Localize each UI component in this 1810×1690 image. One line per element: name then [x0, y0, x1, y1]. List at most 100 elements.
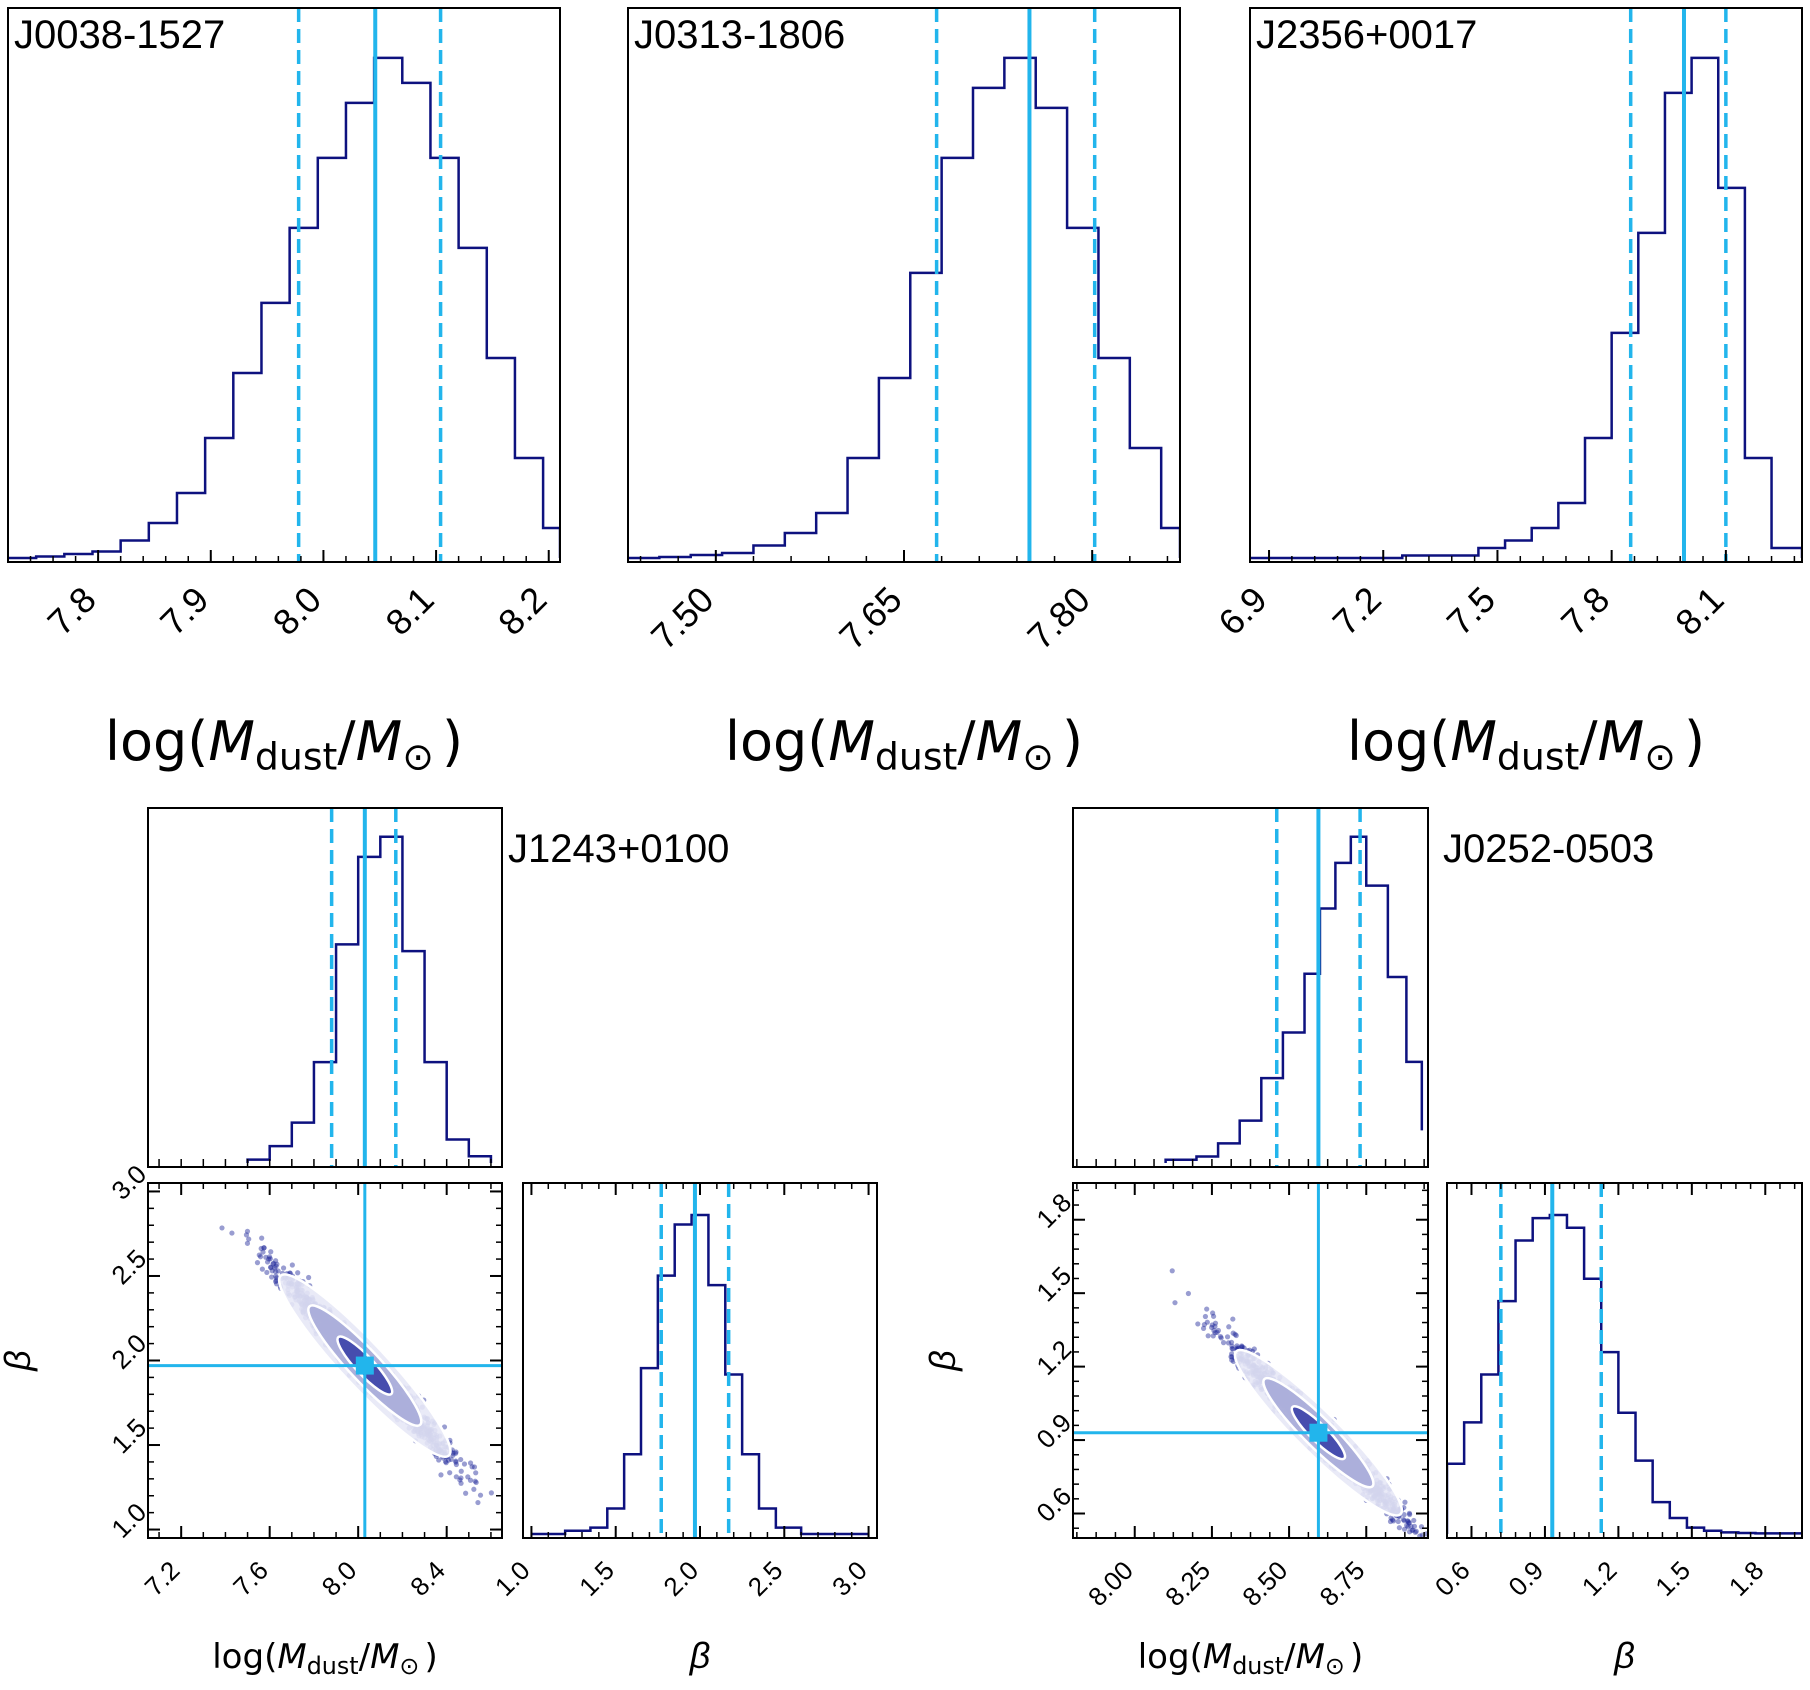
sample-point: [1210, 1333, 1216, 1339]
sample-point: [467, 1477, 474, 1483]
y-tick-label: 3.0: [105, 1159, 152, 1206]
x-tick-label: 7.8: [39, 579, 103, 643]
x-tick-label: 6.9: [1210, 579, 1274, 643]
x-tick-label: 2.5: [742, 1555, 789, 1602]
panel-title: J2356+0017: [1256, 13, 1477, 57]
sample-point: [450, 1450, 456, 1456]
histogram-step: [246, 835, 493, 1163]
sample-point: [1218, 1335, 1224, 1341]
x-tick-label: 1.2: [1576, 1555, 1623, 1602]
sample-point: [273, 1258, 279, 1264]
x-axis-label-sub: dust: [255, 735, 337, 779]
x-tick-label: 8.50: [1236, 1555, 1293, 1612]
sample-point: [1169, 1268, 1175, 1274]
x-axis-label-sub: dust: [1497, 735, 1579, 779]
sample-point: [1433, 1552, 1438, 1557]
sample-point: [1417, 1533, 1423, 1538]
x-tick-label: 8.2: [490, 579, 554, 643]
sample-point: [1212, 1320, 1219, 1326]
x-tick-label: 7.50: [643, 579, 722, 658]
x-axis-label-var2: M: [1296, 1637, 1325, 1677]
sample-point: [458, 1475, 464, 1481]
x-tick-label: 8.1: [1667, 579, 1731, 643]
sample-point: [1210, 1310, 1216, 1316]
sample-point: [1405, 1518, 1411, 1524]
sample-point: [1389, 1517, 1396, 1523]
sample-point: [243, 1232, 250, 1238]
sample-point: [1195, 1321, 1201, 1327]
y-tick-label: 0.6: [1030, 1481, 1077, 1528]
sample-point: [463, 1490, 469, 1496]
sample-point: [1430, 1543, 1435, 1548]
x-axis-label-var: M: [1450, 710, 1497, 773]
x-tick-label: 1.8: [1723, 1555, 1770, 1602]
panel-frame: [627, 7, 1181, 563]
sample-point: [1202, 1313, 1209, 1320]
x-tick-label: 1.0: [489, 1555, 536, 1602]
sample-point: [268, 1249, 274, 1255]
x-axis-label-slash: /: [1284, 1637, 1296, 1677]
sample-point: [1239, 1344, 1245, 1350]
median-marker: [1309, 1423, 1328, 1442]
sample-point: [1437, 1558, 1442, 1563]
sample-point: [1401, 1526, 1408, 1532]
x-tick-label: 7.9: [152, 579, 216, 643]
x-tick-label: 7.65: [831, 579, 910, 658]
y-tick-label: 1.0: [105, 1497, 152, 1544]
sample-point: [450, 1452, 456, 1458]
x-axis-label: log(Mdust/M⊙): [1138, 1637, 1364, 1680]
x-axis-label-close: ): [424, 1637, 437, 1677]
sample-point: [267, 1256, 273, 1262]
sample-point: [272, 1265, 278, 1271]
x-tick-label: 8.0: [265, 579, 329, 643]
x-axis-label: log(Mdust/M⊙): [725, 710, 1083, 779]
sample-point: [1388, 1515, 1394, 1521]
x-tick-label: 0.6: [1429, 1555, 1476, 1602]
sample-point: [1172, 1300, 1178, 1306]
sample-point: [488, 1490, 494, 1496]
histogram-step: [531, 1213, 869, 1536]
sample-point: [1204, 1306, 1210, 1312]
sample-point: [1408, 1523, 1414, 1529]
sample-point: [1423, 1542, 1428, 1547]
sample-point: [244, 1240, 251, 1246]
sample-point: [273, 1277, 279, 1283]
sample-point: [1201, 1321, 1208, 1328]
x-axis-label-sub: dust: [875, 735, 957, 779]
sample-point: [1406, 1529, 1413, 1535]
sample-point: [453, 1474, 459, 1480]
sample-point: [1239, 1343, 1245, 1349]
median-marker: [355, 1356, 374, 1375]
sample-point: [1232, 1331, 1238, 1337]
sample-point: [1406, 1520, 1412, 1526]
scatter-area: [1073, 1183, 1442, 1563]
sample-point: [274, 1261, 280, 1267]
x-tick-label: 7.8: [1553, 579, 1617, 643]
sample-point: [1396, 1525, 1402, 1531]
sample-point: [1229, 1345, 1235, 1352]
sample-point: [1205, 1333, 1211, 1339]
sample-point: [1387, 1518, 1394, 1525]
panel-title: J0252-0503: [1443, 827, 1654, 871]
sample-point: [280, 1265, 287, 1271]
x-axis-label-var2: M: [976, 710, 1023, 773]
x-axis-label-sub: dust: [307, 1652, 359, 1680]
sample-point: [467, 1460, 474, 1466]
sample-point: [1409, 1527, 1415, 1533]
x-axis-label-var: M: [828, 710, 875, 773]
sample-point: [1209, 1324, 1215, 1331]
beta-histogram-frame: [1446, 1182, 1803, 1539]
sample-point: [477, 1492, 484, 1498]
sample-point: [453, 1459, 459, 1465]
sample-point: [261, 1245, 267, 1251]
x-axis-label-var2: M: [1598, 710, 1645, 773]
sample-point: [1185, 1290, 1191, 1297]
sample-point: [472, 1478, 478, 1484]
x-tick-label: 8.1: [377, 579, 441, 643]
sample-point: [1229, 1357, 1235, 1363]
panel-frame: [1249, 7, 1803, 563]
sample-point: [1429, 1546, 1434, 1551]
sample-point: [274, 1275, 280, 1281]
